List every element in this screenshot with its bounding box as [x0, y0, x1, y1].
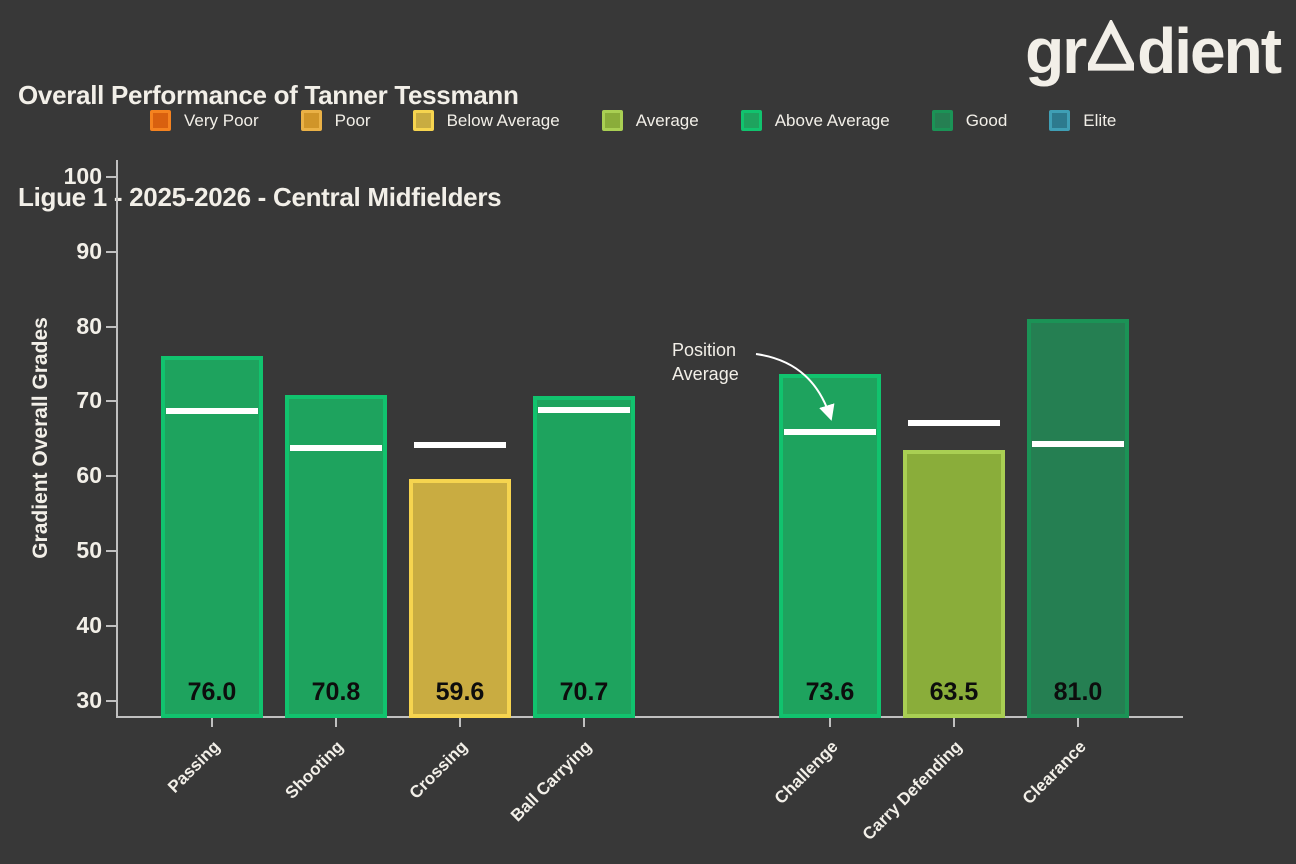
x-category-label: Carry Defending	[858, 737, 966, 844]
legend-label: Good	[965, 110, 1008, 130]
legend-swatch	[740, 110, 762, 131]
legend-swatch	[300, 110, 322, 131]
legend-swatch	[150, 110, 171, 131]
y-tick-mark	[106, 624, 117, 627]
legend-label: Below Average	[446, 110, 560, 130]
x-tick-mark	[953, 718, 955, 727]
bar-value-label: 81.0	[1053, 678, 1103, 706]
title-line2: Ligue 1 - 2025-2026 - Central Midfielder…	[18, 182, 502, 212]
position-average-line	[1032, 440, 1124, 447]
y-tick-label: 60	[76, 462, 102, 489]
x-tick-mark	[829, 718, 831, 727]
x-tick-mark	[211, 718, 213, 727]
y-tick-label: 90	[76, 237, 102, 264]
title-line1: Overall Performance of Tanner Tessmann	[18, 80, 519, 110]
y-tick-label: 50	[76, 536, 102, 563]
position-average-line	[166, 408, 258, 415]
x-tick-mark	[459, 718, 461, 727]
legend-swatch	[1049, 110, 1071, 131]
position-average-line	[290, 445, 382, 452]
position-average-line	[784, 429, 876, 435]
y-tick-mark	[106, 549, 117, 552]
bar-value-label: 70.7	[559, 678, 609, 706]
triangle-a-icon	[1088, 20, 1135, 71]
x-axis-spine	[116, 716, 1183, 718]
legend-item: Poor	[300, 110, 371, 131]
x-category-label: Passing	[163, 737, 224, 797]
x-category-label: Ball Carrying	[507, 737, 596, 826]
y-tick-label: 70	[76, 387, 102, 414]
y-tick-mark	[106, 175, 117, 178]
legend-item: Above Average	[740, 110, 890, 131]
x-tick-mark	[335, 718, 337, 727]
bar-passing	[161, 356, 263, 718]
bar-value-label: 70.8	[311, 678, 361, 706]
x-category-label: Clearance	[1018, 737, 1090, 808]
x-category-label: Crossing	[405, 737, 472, 803]
legend-swatch	[412, 110, 434, 131]
y-tick-mark	[106, 400, 117, 403]
legend-swatch	[931, 110, 953, 131]
y-axis-spine	[116, 160, 118, 718]
position-average-line	[908, 420, 1000, 427]
legend-swatch	[601, 110, 623, 131]
y-tick-label: 80	[76, 312, 102, 339]
legend-item: Below Average	[412, 110, 560, 131]
y-tick-mark	[106, 250, 117, 253]
y-tick-mark	[106, 475, 117, 478]
y-tick-label: 40	[76, 611, 102, 638]
y-axis-title: Gradient Overall Grades	[29, 317, 52, 559]
bar-value-label: 76.0	[187, 678, 237, 706]
position-average-annotation: Position Average	[672, 338, 739, 386]
legend-item: Good	[931, 110, 1008, 131]
y-tick-label: 30	[76, 686, 102, 713]
position-average-line	[538, 407, 630, 414]
logo-text-pre: gr	[1025, 15, 1087, 87]
y-tick-mark	[106, 699, 117, 702]
bar-ball-carrying	[533, 396, 635, 718]
bar-shooting	[285, 395, 387, 718]
legend-item: Average	[601, 110, 699, 131]
legend-label: Elite	[1083, 110, 1117, 130]
y-tick-label: 100	[63, 162, 102, 189]
x-tick-mark	[583, 718, 585, 727]
bar-carry-defending	[903, 449, 1005, 718]
x-category-label: Challenge	[770, 737, 842, 808]
logo-text-post: dient	[1137, 15, 1282, 87]
position-average-line	[414, 442, 506, 449]
legend-item: Elite	[1049, 110, 1116, 131]
page-title: Overall Performance of Tanner Tessmann L…	[18, 10, 519, 282]
legend-label: Average	[635, 110, 699, 130]
legend: Very Poor Poor Below Average Average Above A…	[150, 110, 1116, 131]
annotation-line2: Average	[672, 364, 739, 384]
bar-value-label: 63.5	[929, 678, 979, 706]
legend-label: Above Average	[774, 110, 890, 130]
bar-crossing	[409, 479, 511, 718]
y-tick-mark	[106, 325, 117, 328]
bar-clearance	[1027, 319, 1129, 718]
bar-value-label: 59.6	[435, 678, 485, 706]
bar-challenge	[779, 374, 881, 718]
legend-label: Very Poor	[184, 110, 259, 130]
x-tick-mark	[1077, 718, 1079, 727]
legend-label: Poor	[334, 110, 371, 130]
bar-value-label: 73.6	[805, 678, 855, 706]
legend-item: Very Poor	[150, 110, 259, 131]
annotation-line1: Position	[672, 340, 737, 360]
x-category-label: Shooting	[281, 737, 348, 803]
gradient-logo: gr dient	[1025, 14, 1282, 88]
